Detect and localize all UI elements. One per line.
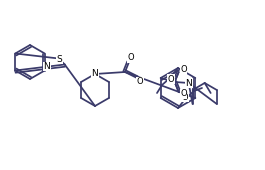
Text: O: O xyxy=(180,89,187,98)
Text: O: O xyxy=(180,65,187,74)
Text: S: S xyxy=(57,55,63,64)
Text: O: O xyxy=(128,54,134,63)
Text: N: N xyxy=(43,62,50,71)
Text: O: O xyxy=(182,92,188,101)
Text: N: N xyxy=(92,70,98,79)
Text: N: N xyxy=(185,79,192,88)
Text: O: O xyxy=(168,74,174,83)
Text: O: O xyxy=(137,78,143,87)
